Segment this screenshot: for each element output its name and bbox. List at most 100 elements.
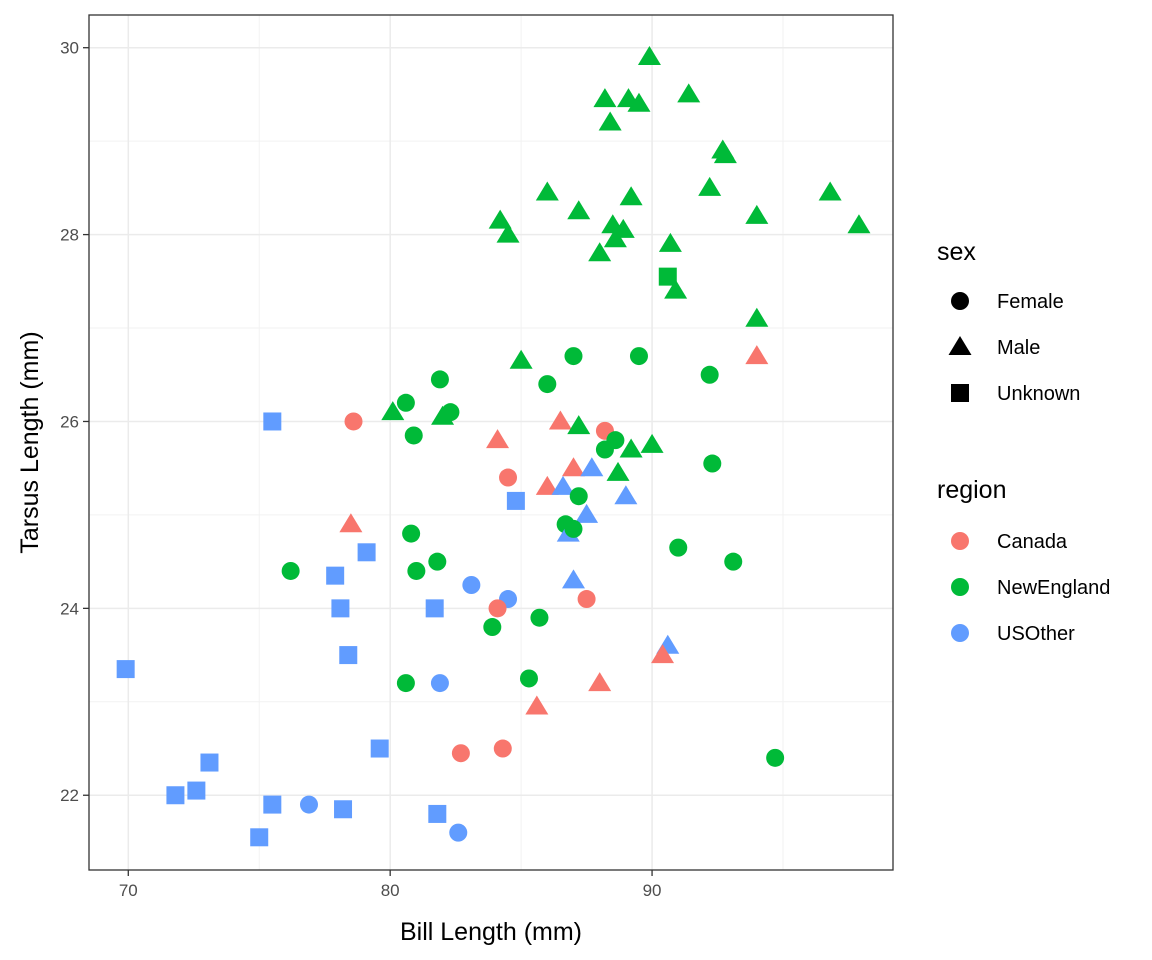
data-point-male	[627, 92, 651, 112]
legend-key-female	[951, 292, 969, 310]
data-point-unknown	[166, 786, 185, 805]
data-point-male	[713, 144, 737, 164]
data-point-female	[519, 669, 538, 688]
data-point-male	[567, 415, 591, 435]
legend: sex Female Male Unknown region Canada Ne…	[937, 238, 1110, 645]
data-point-male	[651, 644, 675, 664]
data-point-male	[698, 176, 722, 196]
data-point-female	[407, 561, 426, 580]
data-point-male	[575, 503, 599, 523]
legend-key-newengland	[951, 578, 969, 596]
data-point-unknown	[334, 800, 353, 819]
y-tick-label: 28	[60, 226, 79, 245]
data-point-unknown	[331, 599, 350, 618]
data-point-male	[525, 695, 549, 715]
y-tick-label: 24	[60, 599, 79, 618]
data-point-male	[535, 181, 559, 201]
data-point-male	[339, 513, 363, 533]
data-point-male	[381, 401, 405, 421]
data-point-male	[745, 204, 769, 224]
data-point-unknown	[263, 795, 282, 814]
data-point-male	[847, 214, 871, 234]
data-point-unknown	[326, 566, 345, 585]
data-point-female	[396, 393, 415, 412]
data-point-unknown	[506, 491, 525, 510]
data-point-female	[538, 375, 557, 394]
data-point-male	[640, 433, 664, 453]
data-point-male	[619, 186, 643, 206]
y-tick-label: 26	[60, 412, 79, 431]
y-axis-title: Tarsus Length (mm)	[16, 331, 44, 553]
data-point-female	[430, 674, 449, 693]
legend-region-title: region	[937, 476, 1007, 504]
data-point-male	[567, 200, 591, 220]
data-point-female	[449, 823, 468, 842]
legend-region-label-usother: USOther	[997, 623, 1075, 645]
data-point-unknown	[370, 739, 389, 758]
data-point-female	[396, 674, 415, 693]
data-point-unknown	[263, 412, 282, 431]
data-point-female	[564, 519, 583, 538]
data-point-female	[703, 454, 722, 473]
legend-sex-label-male: Male	[997, 337, 1040, 359]
data-point-female	[724, 552, 743, 571]
x-axis-title: Bill Length (mm)	[400, 918, 582, 946]
data-point-female	[564, 347, 583, 366]
data-point-female	[402, 524, 421, 543]
data-point-female	[530, 608, 549, 627]
data-point-female	[344, 412, 363, 431]
data-point-female	[766, 748, 785, 767]
legend-region-label-newengland: NewEngland	[997, 577, 1110, 599]
data-point-unknown	[658, 267, 677, 286]
data-point-female	[669, 538, 688, 557]
data-point-unknown	[357, 543, 376, 562]
data-point-male	[593, 88, 617, 108]
data-point-male	[496, 223, 520, 243]
axes: 70 80 90 22 24 26 28 30	[60, 39, 661, 900]
data-point-male	[535, 475, 559, 495]
data-point-male	[603, 228, 627, 248]
data-point-male	[619, 438, 643, 458]
data-point-male	[677, 83, 701, 103]
data-point-male	[488, 209, 512, 229]
data-point-male	[745, 307, 769, 327]
data-point-female	[488, 599, 507, 618]
data-point-female	[569, 487, 588, 506]
data-point-male	[745, 345, 769, 365]
data-point-unknown	[339, 646, 358, 665]
data-point-female	[451, 744, 470, 763]
data-point-unknown	[428, 804, 447, 823]
data-point-female	[404, 426, 423, 445]
legend-key-canada	[951, 532, 969, 550]
x-tick-label: 90	[643, 881, 662, 900]
data-point-male	[664, 279, 688, 299]
legend-sex-label-female: Female	[997, 291, 1064, 313]
data-point-female	[299, 795, 318, 814]
legend-region-label-canada: Canada	[997, 531, 1068, 553]
plot-panel	[88, 14, 894, 871]
data-point-female	[430, 370, 449, 389]
data-point-male	[588, 242, 612, 262]
data-point-male	[561, 569, 585, 589]
data-point-unknown	[200, 753, 219, 772]
data-point-male	[486, 429, 510, 449]
data-point-male	[614, 485, 638, 505]
x-tick-label: 70	[119, 881, 138, 900]
data-point-unknown	[250, 828, 269, 847]
data-point-female	[577, 590, 596, 609]
data-point-male	[580, 457, 604, 477]
data-point-unknown	[425, 599, 444, 618]
data-point-unknown	[187, 781, 206, 800]
data-point-female	[493, 739, 512, 758]
data-point-male	[509, 349, 533, 369]
x-tick-label: 80	[381, 881, 400, 900]
legend-sex-label-unknown: Unknown	[997, 383, 1080, 405]
data-point-female	[595, 440, 614, 459]
data-point-male	[818, 181, 842, 201]
data-point-female	[483, 618, 502, 637]
data-point-female	[441, 403, 460, 422]
legend-sex-keys	[948, 292, 972, 402]
legend-key-male	[948, 336, 972, 355]
data-point-female	[462, 576, 481, 594]
